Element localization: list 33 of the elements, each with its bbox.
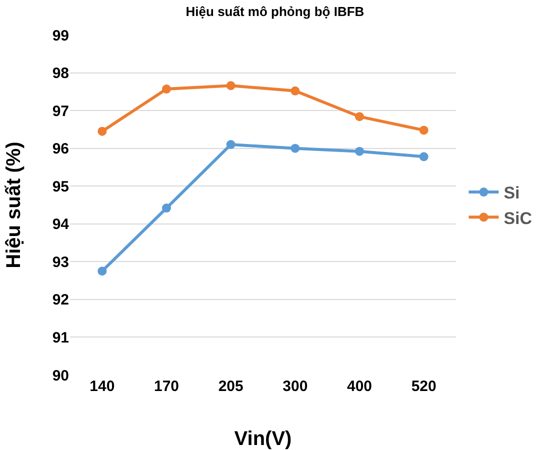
- x-tick-label: 205: [218, 378, 244, 395]
- y-tick-label: 94: [52, 216, 70, 234]
- x-tick-label: 400: [346, 378, 372, 395]
- y-tick-label: 92: [52, 292, 69, 309]
- y-tick-label: 97: [52, 102, 69, 120]
- chart-title: Hiệu suất mô phỏng bộ IBFB: [186, 4, 364, 19]
- legend-label: SiC: [504, 208, 532, 228]
- point: [419, 126, 428, 135]
- point: [290, 86, 300, 96]
- point: [355, 146, 364, 156]
- y-tick-label: 91: [52, 329, 69, 346]
- y-tick-label: 98: [52, 65, 69, 82]
- x-tick-label: 140: [90, 378, 115, 395]
- point: [355, 112, 364, 122]
- x-tick-label: 170: [154, 378, 180, 395]
- point: [98, 126, 107, 136]
- legend-label: Si: [504, 184, 520, 203]
- y-tick-label: 95: [52, 178, 69, 196]
- y-tick-label: 96: [52, 140, 69, 158]
- y-tick-label: 93: [52, 254, 69, 271]
- point: [226, 81, 236, 90]
- point: [162, 84, 171, 94]
- x-tick-label: 300: [282, 378, 308, 395]
- point: [226, 140, 236, 150]
- point: [162, 204, 171, 213]
- y-tick-label: 99: [52, 27, 69, 44]
- y-tick-label: 90: [52, 367, 69, 384]
- x-axis-title: Vin(V): [234, 428, 292, 450]
- y-axis-title: Hiệu suất (%): [3, 142, 25, 268]
- point: [98, 266, 107, 276]
- x-tick-label: 520: [411, 378, 436, 395]
- point: [290, 144, 300, 153]
- point: [419, 152, 428, 162]
